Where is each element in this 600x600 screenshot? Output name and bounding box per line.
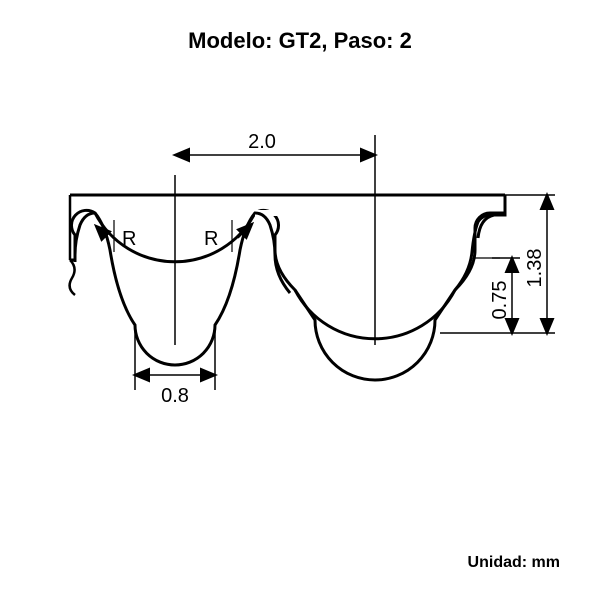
svg-text:R: R — [204, 228, 218, 250]
belt-profile-outline — [70, 195, 505, 339]
dim-height-value: 1.38 — [524, 249, 546, 288]
belt-profile-diagram: 2.0 0.8 0.75 1.38 R R — [0, 0, 600, 600]
dim-pitch-value: 2.0 — [248, 131, 276, 153]
svg-text:R: R — [122, 228, 136, 250]
dim-width-value: 0.8 — [161, 385, 189, 407]
dim-depth-value: 0.75 — [489, 281, 511, 320]
